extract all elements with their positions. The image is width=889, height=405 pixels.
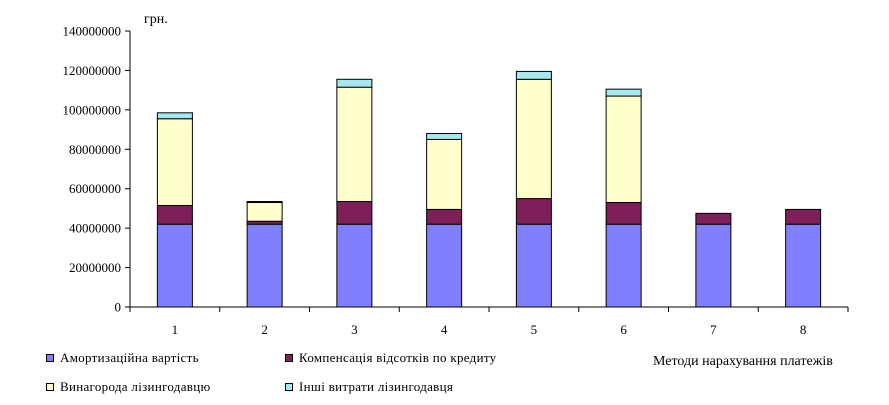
y-tick-label: 120000000: [63, 63, 122, 78]
bar-segment: [605, 202, 642, 225]
bar-segment: [426, 133, 463, 140]
bar-segment: [336, 201, 373, 225]
x-tick-label: 8: [800, 322, 807, 337]
x-axis-title: Методи нарахування платежів: [653, 354, 833, 369]
bar-segment: [426, 208, 463, 225]
bar-segment: [156, 118, 193, 206]
x-tick-label: 2: [261, 322, 268, 337]
bar-segment: [515, 223, 552, 308]
bar-segment: [156, 204, 193, 225]
bar-segment: [785, 223, 822, 308]
bar-segment: [695, 212, 732, 225]
y-tick-label: 40000000: [69, 221, 121, 236]
x-tick-label: 5: [531, 322, 538, 337]
bars: [156, 70, 822, 308]
bar-segment: [426, 223, 463, 308]
bar-segment: [605, 223, 642, 308]
bar-segment: [695, 223, 732, 308]
bar-segment: [336, 78, 373, 88]
y-tick-label: 80000000: [69, 142, 121, 157]
bar-segment: [605, 88, 642, 97]
x-tick-label: 7: [710, 322, 717, 337]
bar-segment: [426, 138, 463, 210]
y-axis-unit-label: грн.: [144, 12, 168, 27]
y-tick-label: 60000000: [69, 181, 121, 196]
bar-segment: [785, 208, 822, 225]
bar-segment: [156, 112, 193, 120]
bar-segment: [515, 70, 552, 80]
x-axis: 1 2 3 4 5 6 7 8: [129, 306, 849, 337]
bar-segment: [246, 202, 283, 222]
bar-segment: [605, 95, 642, 204]
bar-segment: [515, 198, 552, 225]
bar-segment: [336, 223, 373, 308]
x-tick-label: 6: [620, 322, 627, 337]
x-tick-label: 1: [172, 322, 179, 337]
x-tick-label: 4: [441, 322, 448, 337]
x-tick-label: 3: [351, 322, 358, 337]
bar-segment: [515, 78, 552, 200]
y-axis: 0 20000000 40000000 60000000 80000000 1000000…: [63, 24, 131, 315]
y-tick-label: 0: [115, 300, 122, 315]
y-tick-label: 140000000: [63, 24, 122, 39]
bar-segment: [336, 86, 373, 203]
y-tick-label: 100000000: [63, 102, 122, 117]
bar-segment: [156, 223, 193, 308]
bar-segment: [246, 201, 283, 204]
bar-segment: [246, 223, 283, 308]
y-tick-label: 20000000: [69, 260, 121, 275]
